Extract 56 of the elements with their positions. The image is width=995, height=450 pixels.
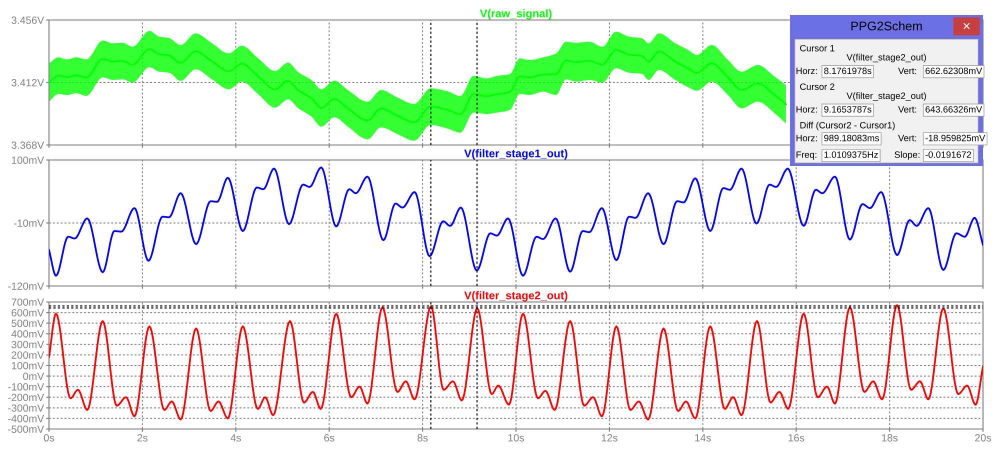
- y-tick-label: 100mV: [12, 362, 44, 370]
- annotation: Horz:: [796, 106, 817, 113]
- x-tick-label: 12s: [602, 434, 618, 442]
- y-tick-label: -120mV: [8, 282, 44, 290]
- x-tick-label: 20s: [975, 434, 992, 442]
- x-tick-label: 16s: [788, 434, 804, 442]
- annotation: Vert:: [898, 68, 916, 74]
- x-tick-label: 18s: [882, 434, 898, 442]
- series-label: V(filter_stage2_out): [464, 291, 568, 302]
- y-tick-label: 600mV: [12, 309, 44, 316]
- annotation: 643.66326mV: [926, 106, 982, 113]
- y-tick-label: -200mV: [8, 394, 44, 402]
- annotation: Diff (Cursor2 - Cursor1): [800, 122, 895, 130]
- x-tick-label: 8s: [418, 434, 428, 442]
- y-tick-label: 0mV: [23, 372, 44, 380]
- annotation: 9.1653787s: [824, 106, 872, 113]
- annotation: Vert:: [898, 134, 916, 142]
- text: V(filter_stage1_out): [464, 149, 568, 160]
- y-tick-label: 200mV: [12, 351, 44, 359]
- y-tick-label: 500mV: [12, 320, 44, 328]
- y-tick-label: -100mV: [8, 383, 44, 391]
- text: Freq:: [796, 151, 816, 160]
- annotation: 8.1761978s: [824, 68, 872, 74]
- annotation: Vert:: [898, 106, 916, 113]
- y-tick-label: -300mV: [8, 404, 44, 412]
- text: Slope:: [894, 151, 920, 160]
- y-tick-label: 400mV: [11, 330, 44, 338]
- x-tick-label: 6s: [324, 434, 334, 442]
- annotation: 662.62308mV: [926, 68, 982, 74]
- annotation: V(filter_stage2_out): [846, 54, 926, 62]
- x-tick-label: 4s: [230, 434, 241, 442]
- text: -0.0191672: [926, 151, 972, 158]
- annotation: V(filter_stage2_out): [846, 92, 926, 101]
- annotation: 989.18083ms: [824, 134, 879, 142]
- annotation: ×: [964, 22, 970, 30]
- annotation: Horz:: [796, 68, 817, 74]
- y-tick-label: 700mV: [12, 298, 44, 306]
- x-tick-label: 10s: [508, 434, 524, 442]
- y-tick-label: 3.368V: [12, 142, 44, 149]
- annotation: -18.959825mV: [926, 134, 986, 142]
- y-tick-label: -400mV: [8, 414, 44, 422]
- y-tick-label: 3.456V: [12, 16, 44, 24]
- text: PPG2Schem: [851, 21, 922, 30]
- annotation: Cursor 2: [800, 83, 834, 90]
- y-tick-label: 300mV: [12, 340, 44, 348]
- annotation: Cursor 1: [800, 44, 834, 52]
- text: 1.0109375Hz: [824, 151, 878, 158]
- annotation: Horz:: [796, 134, 817, 142]
- y-tick-label: 100mV: [12, 156, 44, 164]
- x-tick-label: 2s: [137, 434, 148, 442]
- y-tick-label: -500mV: [8, 426, 44, 433]
- y-tick-label: -10mV: [14, 220, 44, 227]
- text: V(raw_signal): [480, 9, 552, 20]
- x-tick-label: 14s: [695, 434, 711, 442]
- y-tick-label: 3.412V: [12, 79, 44, 86]
- x-tick-label: 0s: [44, 434, 54, 442]
